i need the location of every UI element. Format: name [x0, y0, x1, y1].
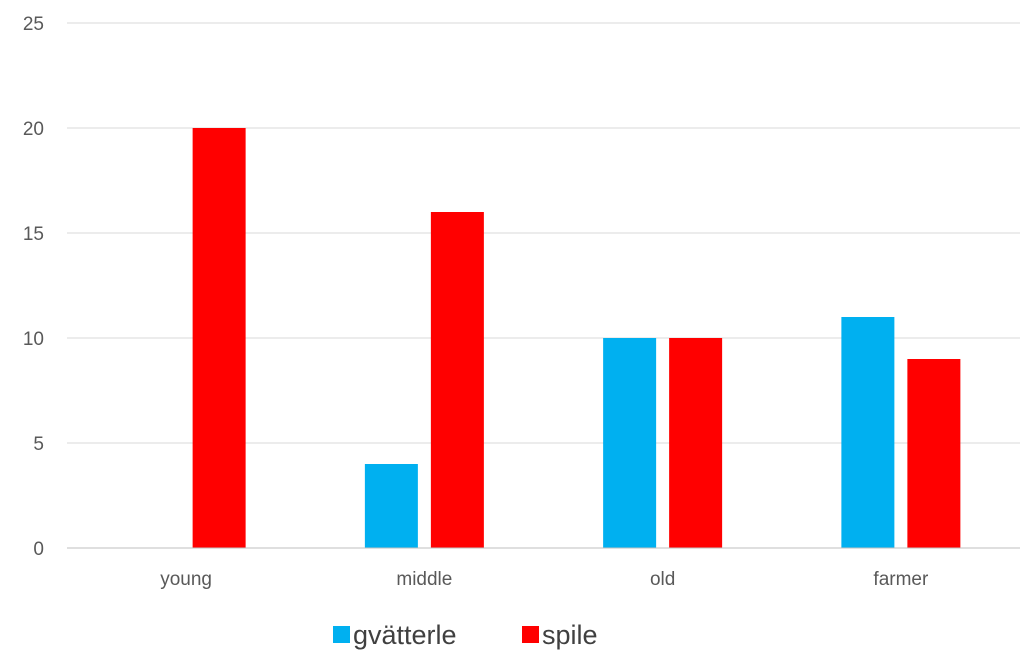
legend-swatch-gvätterle	[333, 626, 350, 643]
legend-label-gvätterle: gvätterle	[353, 620, 457, 650]
y-tick-label: 0	[33, 539, 44, 560]
bar-middle-spile	[430, 212, 484, 548]
legend-swatch-spile	[522, 626, 539, 643]
y-tick-label: 15	[23, 224, 44, 245]
bar-old-spile	[669, 338, 723, 548]
x-category-label: middle	[396, 569, 452, 590]
x-axis-category-labels: young middle old farmer	[160, 569, 929, 590]
x-category-label: young	[160, 569, 212, 590]
y-tick-label: 5	[33, 434, 44, 455]
y-tick-label: 10	[23, 329, 44, 350]
x-category-label: old	[650, 569, 675, 590]
bars	[192, 128, 961, 548]
bar-young-spile	[192, 128, 246, 548]
y-tick-label: 25	[23, 14, 44, 35]
bar-farmer-spile	[907, 359, 961, 548]
legend: gvätterle spile	[333, 620, 598, 650]
bar-middle-gvätterle	[364, 464, 418, 548]
x-category-label: farmer	[873, 569, 929, 590]
bar-farmer-gvätterle	[841, 317, 895, 548]
y-axis-tick-labels: 0 5 10 15 20 25	[23, 14, 44, 560]
legend-label-spile: spile	[542, 620, 598, 650]
bar-old-gvätterle	[603, 338, 657, 548]
y-tick-label: 20	[23, 119, 44, 140]
